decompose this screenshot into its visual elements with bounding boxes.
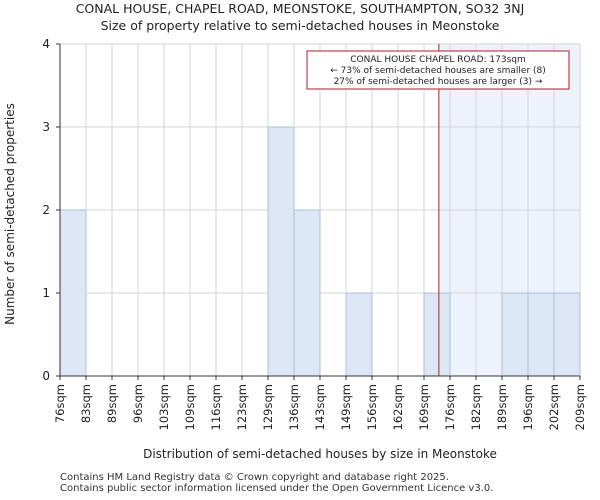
x-tick-label: 189sqm	[495, 384, 509, 430]
bar	[423, 292, 451, 377]
chart-title: CONAL HOUSE, CHAPEL ROAD, MEONSTOKE, SOU…	[75, 1, 525, 16]
bar	[527, 292, 555, 377]
annotation-line: 27% of semi-detached houses are larger (…	[334, 77, 543, 87]
y-tick-label: 4	[42, 37, 50, 51]
bar	[293, 209, 321, 377]
footer-copyright: Contains HM Land Registry data © Crown c…	[60, 472, 449, 483]
chart-subtitle: Size of property relative to semi-detach…	[100, 18, 500, 33]
x-tick-label: 196sqm	[521, 384, 535, 430]
footer-licence: Contains public sector information licen…	[60, 483, 494, 494]
x-tick-label: 143sqm	[313, 384, 327, 430]
x-tick-label: 109sqm	[183, 384, 197, 430]
x-tick-label: 156sqm	[365, 384, 379, 430]
y-tick-label: 2	[42, 203, 50, 217]
x-tick-label: 116sqm	[209, 384, 223, 430]
x-tick-label: 162sqm	[391, 384, 405, 430]
bar	[553, 292, 581, 377]
annotation-box	[306, 50, 570, 90]
bar	[59, 209, 87, 377]
y-tick-label: 3	[42, 120, 50, 134]
bar	[501, 292, 529, 377]
x-tick-label: 209sqm	[573, 384, 587, 430]
y-tick-label: 0	[42, 369, 50, 383]
x-tick-label: 76sqm	[53, 384, 67, 423]
x-tick-label: 176sqm	[443, 384, 457, 430]
x-tick-label: 149sqm	[339, 384, 353, 430]
x-tick-label: 169sqm	[417, 384, 431, 430]
x-tick-label: 96sqm	[131, 384, 145, 423]
x-tick-label: 83sqm	[79, 384, 93, 423]
x-tick-label: 136sqm	[287, 384, 301, 430]
x-tick-label: 103sqm	[157, 384, 171, 430]
y-axis-label: Number of semi-detached properties	[3, 103, 17, 325]
x-tick-label: 182sqm	[469, 384, 483, 430]
y-tick-label: 1	[42, 286, 50, 300]
x-axis-label: Distribution of semi-detached houses by …	[143, 447, 497, 461]
x-tick-label: 129sqm	[261, 384, 275, 430]
annotation-line: ← 73% of semi-detached houses are smalle…	[330, 66, 546, 76]
annotation-line: CONAL HOUSE CHAPEL ROAD: 173sqm	[350, 55, 526, 65]
bar	[267, 126, 295, 377]
bar	[345, 292, 373, 377]
x-tick-label: 123sqm	[235, 384, 249, 430]
x-tick-label: 89sqm	[105, 384, 119, 423]
x-tick-label: 202sqm	[547, 384, 561, 430]
